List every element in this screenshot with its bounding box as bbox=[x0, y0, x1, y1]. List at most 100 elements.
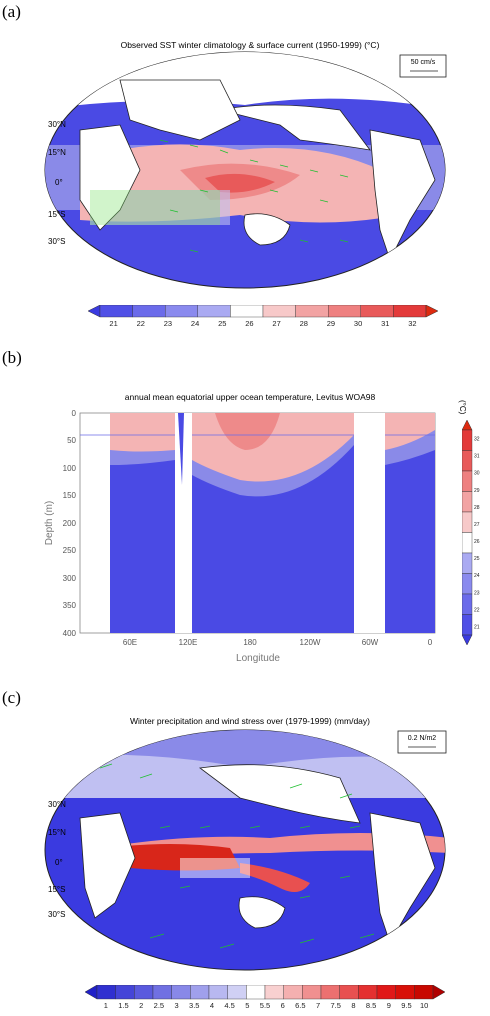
panel-c-lat-0: 0° bbox=[55, 858, 63, 867]
map-a-asia-land bbox=[219, 104, 371, 151]
colorbar-swatch bbox=[152, 985, 172, 1000]
colorbar-tick-label: 29 bbox=[474, 488, 480, 494]
colorbar-tick-label: 23 bbox=[164, 319, 172, 328]
panel-b-unit: (°C) bbox=[458, 400, 467, 415]
panel-a-lat-30n: 30°N bbox=[48, 120, 66, 129]
colorbar-end-left bbox=[85, 985, 98, 1000]
colorbar-tick-label: 7 bbox=[316, 1001, 320, 1010]
colorbar-tick-label: 10 bbox=[420, 1001, 428, 1010]
map-a-australia bbox=[243, 213, 291, 246]
colorbar-swatch bbox=[262, 305, 296, 318]
panel-b-label: (b) bbox=[2, 348, 22, 367]
colorbar-tick-label: 1.5 bbox=[118, 1001, 128, 1010]
panel-b-section-plot: 0 50 100 150 200 250 300 350 400 60E 120… bbox=[44, 409, 436, 664]
panel-a-lat-15n: 15°N bbox=[48, 148, 66, 157]
colorbar-tick-label: 22 bbox=[137, 319, 145, 328]
colorbar-tick-label: 7.5 bbox=[331, 1001, 341, 1010]
panel-c-lat-30s: 30°S bbox=[48, 910, 66, 919]
colorbar-tick-label: 23 bbox=[474, 590, 480, 596]
panel-b-colorbar: 32 31 30 29 28 27 26 25 24 23 22 21 bbox=[462, 420, 480, 646]
colorbar-swatch bbox=[208, 985, 228, 1000]
colorbar-swatch bbox=[395, 985, 415, 1000]
colorbar-tick-label: 24 bbox=[474, 573, 480, 579]
colorbar-swatch bbox=[462, 450, 473, 472]
colorbar-tick-label: 1 bbox=[104, 1001, 108, 1010]
colorbar-tick-label: 5.5 bbox=[260, 1001, 270, 1010]
panel-a-sst-map: 50 cm/s bbox=[44, 51, 447, 289]
colorbar-tick-label: 2 bbox=[139, 1001, 143, 1010]
b-ylabel: Depth (m) bbox=[44, 501, 55, 545]
colorbar-swatch bbox=[393, 305, 427, 318]
colorbar-swatch bbox=[462, 552, 473, 574]
colorbar-swatch bbox=[115, 985, 135, 1000]
panel-a-ref-vector: 50 cm/s bbox=[411, 59, 436, 66]
colorbar-swatch bbox=[197, 305, 231, 318]
map-c-south-america bbox=[369, 812, 436, 944]
colorbar-tick-label: 26 bbox=[245, 319, 253, 328]
colorbar-swatch bbox=[134, 985, 154, 1000]
colorbar-tick-label: 9.5 bbox=[401, 1001, 411, 1010]
colorbar-swatch bbox=[414, 985, 434, 1000]
colorbar-tick-label: 5 bbox=[245, 1001, 249, 1010]
colorbar-swatch bbox=[462, 470, 473, 492]
colorbar-tick-label: 22 bbox=[474, 607, 480, 613]
b-ytick: 0 bbox=[72, 409, 77, 418]
colorbar-end-top bbox=[462, 420, 473, 431]
panel-c-title: Winter precipitation and wind stress ove… bbox=[130, 716, 370, 726]
colorbar-tick-label: 30 bbox=[354, 319, 362, 328]
colorbar-swatch bbox=[283, 985, 303, 1000]
b-xtick: 0 bbox=[428, 638, 433, 647]
colorbar-tick-label: 26 bbox=[474, 539, 480, 545]
b-xtick: 120E bbox=[179, 638, 198, 647]
colorbar-swatch bbox=[295, 305, 329, 318]
panel-c-precip-map: 0.2 N/m2 bbox=[44, 729, 447, 971]
colorbar-tick-label: 4 bbox=[210, 1001, 214, 1010]
colorbar-tick-label: 4.5 bbox=[224, 1001, 234, 1010]
colorbar-tick-label: 2.5 bbox=[154, 1001, 164, 1010]
colorbar-tick-label: 32 bbox=[408, 319, 416, 328]
colorbar-swatch bbox=[327, 305, 361, 318]
colorbar-tick-label: 31 bbox=[474, 454, 480, 460]
colorbar-tick-label: 21 bbox=[474, 624, 480, 630]
colorbar-tick-label: 25 bbox=[218, 319, 226, 328]
panel-a-ref-box bbox=[399, 54, 447, 78]
colorbar-swatch bbox=[230, 305, 264, 318]
panel-a-lat-15s: 15°S bbox=[48, 210, 66, 219]
colorbar-swatch bbox=[462, 573, 473, 595]
panel-a-lat-0: 0° bbox=[55, 178, 63, 187]
colorbar-end-bottom bbox=[462, 634, 473, 646]
colorbar-swatch bbox=[190, 985, 210, 1000]
colorbar-swatch bbox=[164, 305, 198, 318]
colorbar-tick-label: 9 bbox=[387, 1001, 391, 1010]
map-a-africa bbox=[79, 124, 141, 231]
colorbar-swatch bbox=[462, 429, 473, 451]
panel-b-title: annual mean equatorial upper ocean tempe… bbox=[124, 392, 376, 402]
colorbar-swatch bbox=[320, 985, 340, 1000]
colorbar-swatch bbox=[171, 985, 191, 1000]
colorbar-swatch bbox=[227, 985, 247, 1000]
colorbar-tick-label: 28 bbox=[474, 505, 480, 511]
colorbar-swatch bbox=[339, 985, 359, 1000]
colorbar-swatch bbox=[132, 305, 166, 318]
b-ytick: 150 bbox=[63, 491, 77, 500]
colorbar-tick-label: 24 bbox=[191, 319, 199, 328]
colorbar-swatch bbox=[99, 305, 133, 318]
colorbar-swatch bbox=[96, 985, 116, 1000]
b-xtick: 60W bbox=[362, 638, 379, 647]
panel-a-label: (a) bbox=[2, 2, 21, 21]
colorbar-swatch bbox=[462, 511, 473, 533]
b-xtick: 60E bbox=[123, 638, 137, 647]
map-a-south-america bbox=[369, 129, 436, 262]
panel-c-lat-15s: 15°S bbox=[48, 885, 66, 894]
b-xlabel: Longitude bbox=[236, 653, 280, 664]
b-ytick: 250 bbox=[63, 546, 77, 555]
colorbar-tick-label: 3.5 bbox=[189, 1001, 199, 1010]
colorbar-tick-label: 25 bbox=[474, 556, 480, 562]
colorbar-tick-label: 31 bbox=[381, 319, 389, 328]
colorbar-tick-label: 3 bbox=[174, 1001, 178, 1010]
colorbar-tick-label: 21 bbox=[109, 319, 117, 328]
b-ytick: 400 bbox=[63, 629, 77, 638]
colorbar-swatch bbox=[302, 985, 322, 1000]
b-ytick: 50 bbox=[67, 436, 76, 445]
panel-a-title: Observed SST winter climatology & surfac… bbox=[120, 40, 380, 50]
